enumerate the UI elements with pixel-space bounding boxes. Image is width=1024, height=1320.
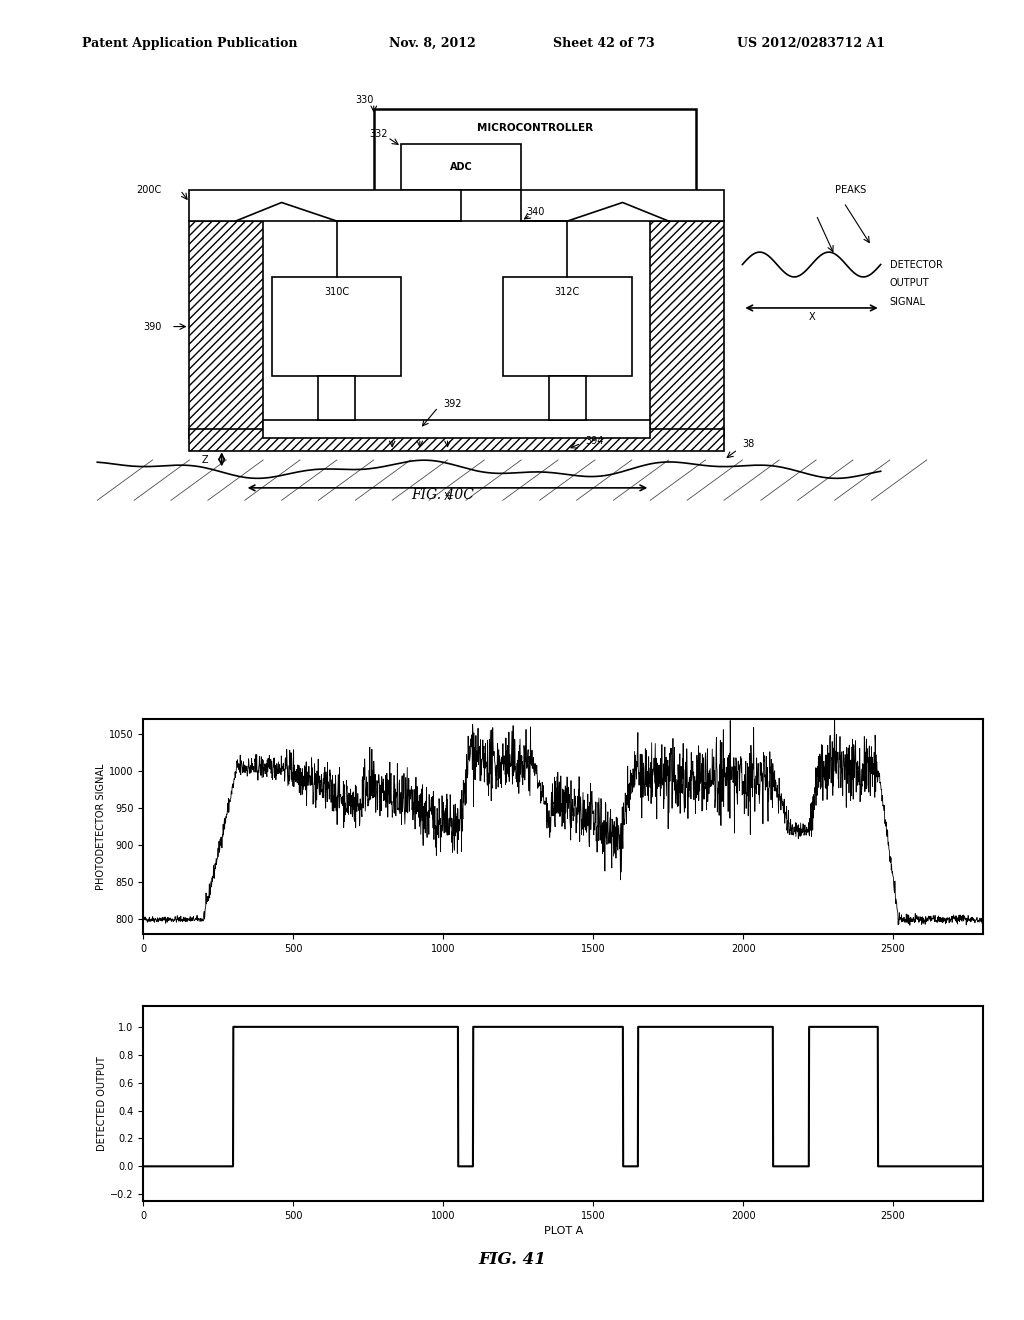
Text: 392: 392 xyxy=(443,399,462,409)
X-axis label: PLOT A: PLOT A xyxy=(544,1226,583,1237)
Text: X: X xyxy=(808,313,815,322)
Bar xyxy=(189,429,724,450)
Bar xyxy=(549,376,586,420)
Bar xyxy=(189,220,263,438)
Bar xyxy=(503,277,632,376)
Text: ADC: ADC xyxy=(450,162,473,172)
Text: Patent Application Publication: Patent Application Publication xyxy=(82,37,297,50)
Text: OUTPUT: OUTPUT xyxy=(890,279,930,288)
Text: 330: 330 xyxy=(355,95,374,106)
Text: FIG. 40C: FIG. 40C xyxy=(412,488,474,502)
Y-axis label: PHOTODETECTOR SIGNAL: PHOTODETECTOR SIGNAL xyxy=(96,763,106,890)
Text: 312C: 312C xyxy=(555,288,580,297)
Text: MICROCONTROLLER: MICROCONTROLLER xyxy=(477,123,593,133)
Text: Nov. 8, 2012: Nov. 8, 2012 xyxy=(389,37,476,50)
Text: 390: 390 xyxy=(143,322,162,331)
Text: FIG. 41: FIG. 41 xyxy=(478,1251,546,1269)
Text: SIGNAL: SIGNAL xyxy=(890,297,926,306)
Bar xyxy=(650,220,724,438)
Text: 340: 340 xyxy=(526,207,544,216)
Bar xyxy=(263,420,650,438)
Text: DETECTOR: DETECTOR xyxy=(890,260,943,269)
Y-axis label: DETECTED OUTPUT: DETECTED OUTPUT xyxy=(97,1056,108,1151)
Text: 38: 38 xyxy=(742,440,755,449)
Text: 310C: 310C xyxy=(325,288,349,297)
Text: PEAKS: PEAKS xyxy=(835,185,866,195)
Text: 394: 394 xyxy=(586,437,604,446)
Bar xyxy=(374,110,696,202)
Text: 332: 332 xyxy=(369,129,387,139)
Bar xyxy=(272,277,401,376)
Bar xyxy=(401,144,521,190)
Text: Z: Z xyxy=(202,455,208,465)
Bar xyxy=(318,376,355,420)
Text: 200C: 200C xyxy=(136,185,162,195)
Text: Sheet 42 of 73: Sheet 42 of 73 xyxy=(553,37,654,50)
Text: X: X xyxy=(444,492,451,502)
Text: US 2012/0283712 A1: US 2012/0283712 A1 xyxy=(737,37,886,50)
Bar xyxy=(189,190,724,220)
